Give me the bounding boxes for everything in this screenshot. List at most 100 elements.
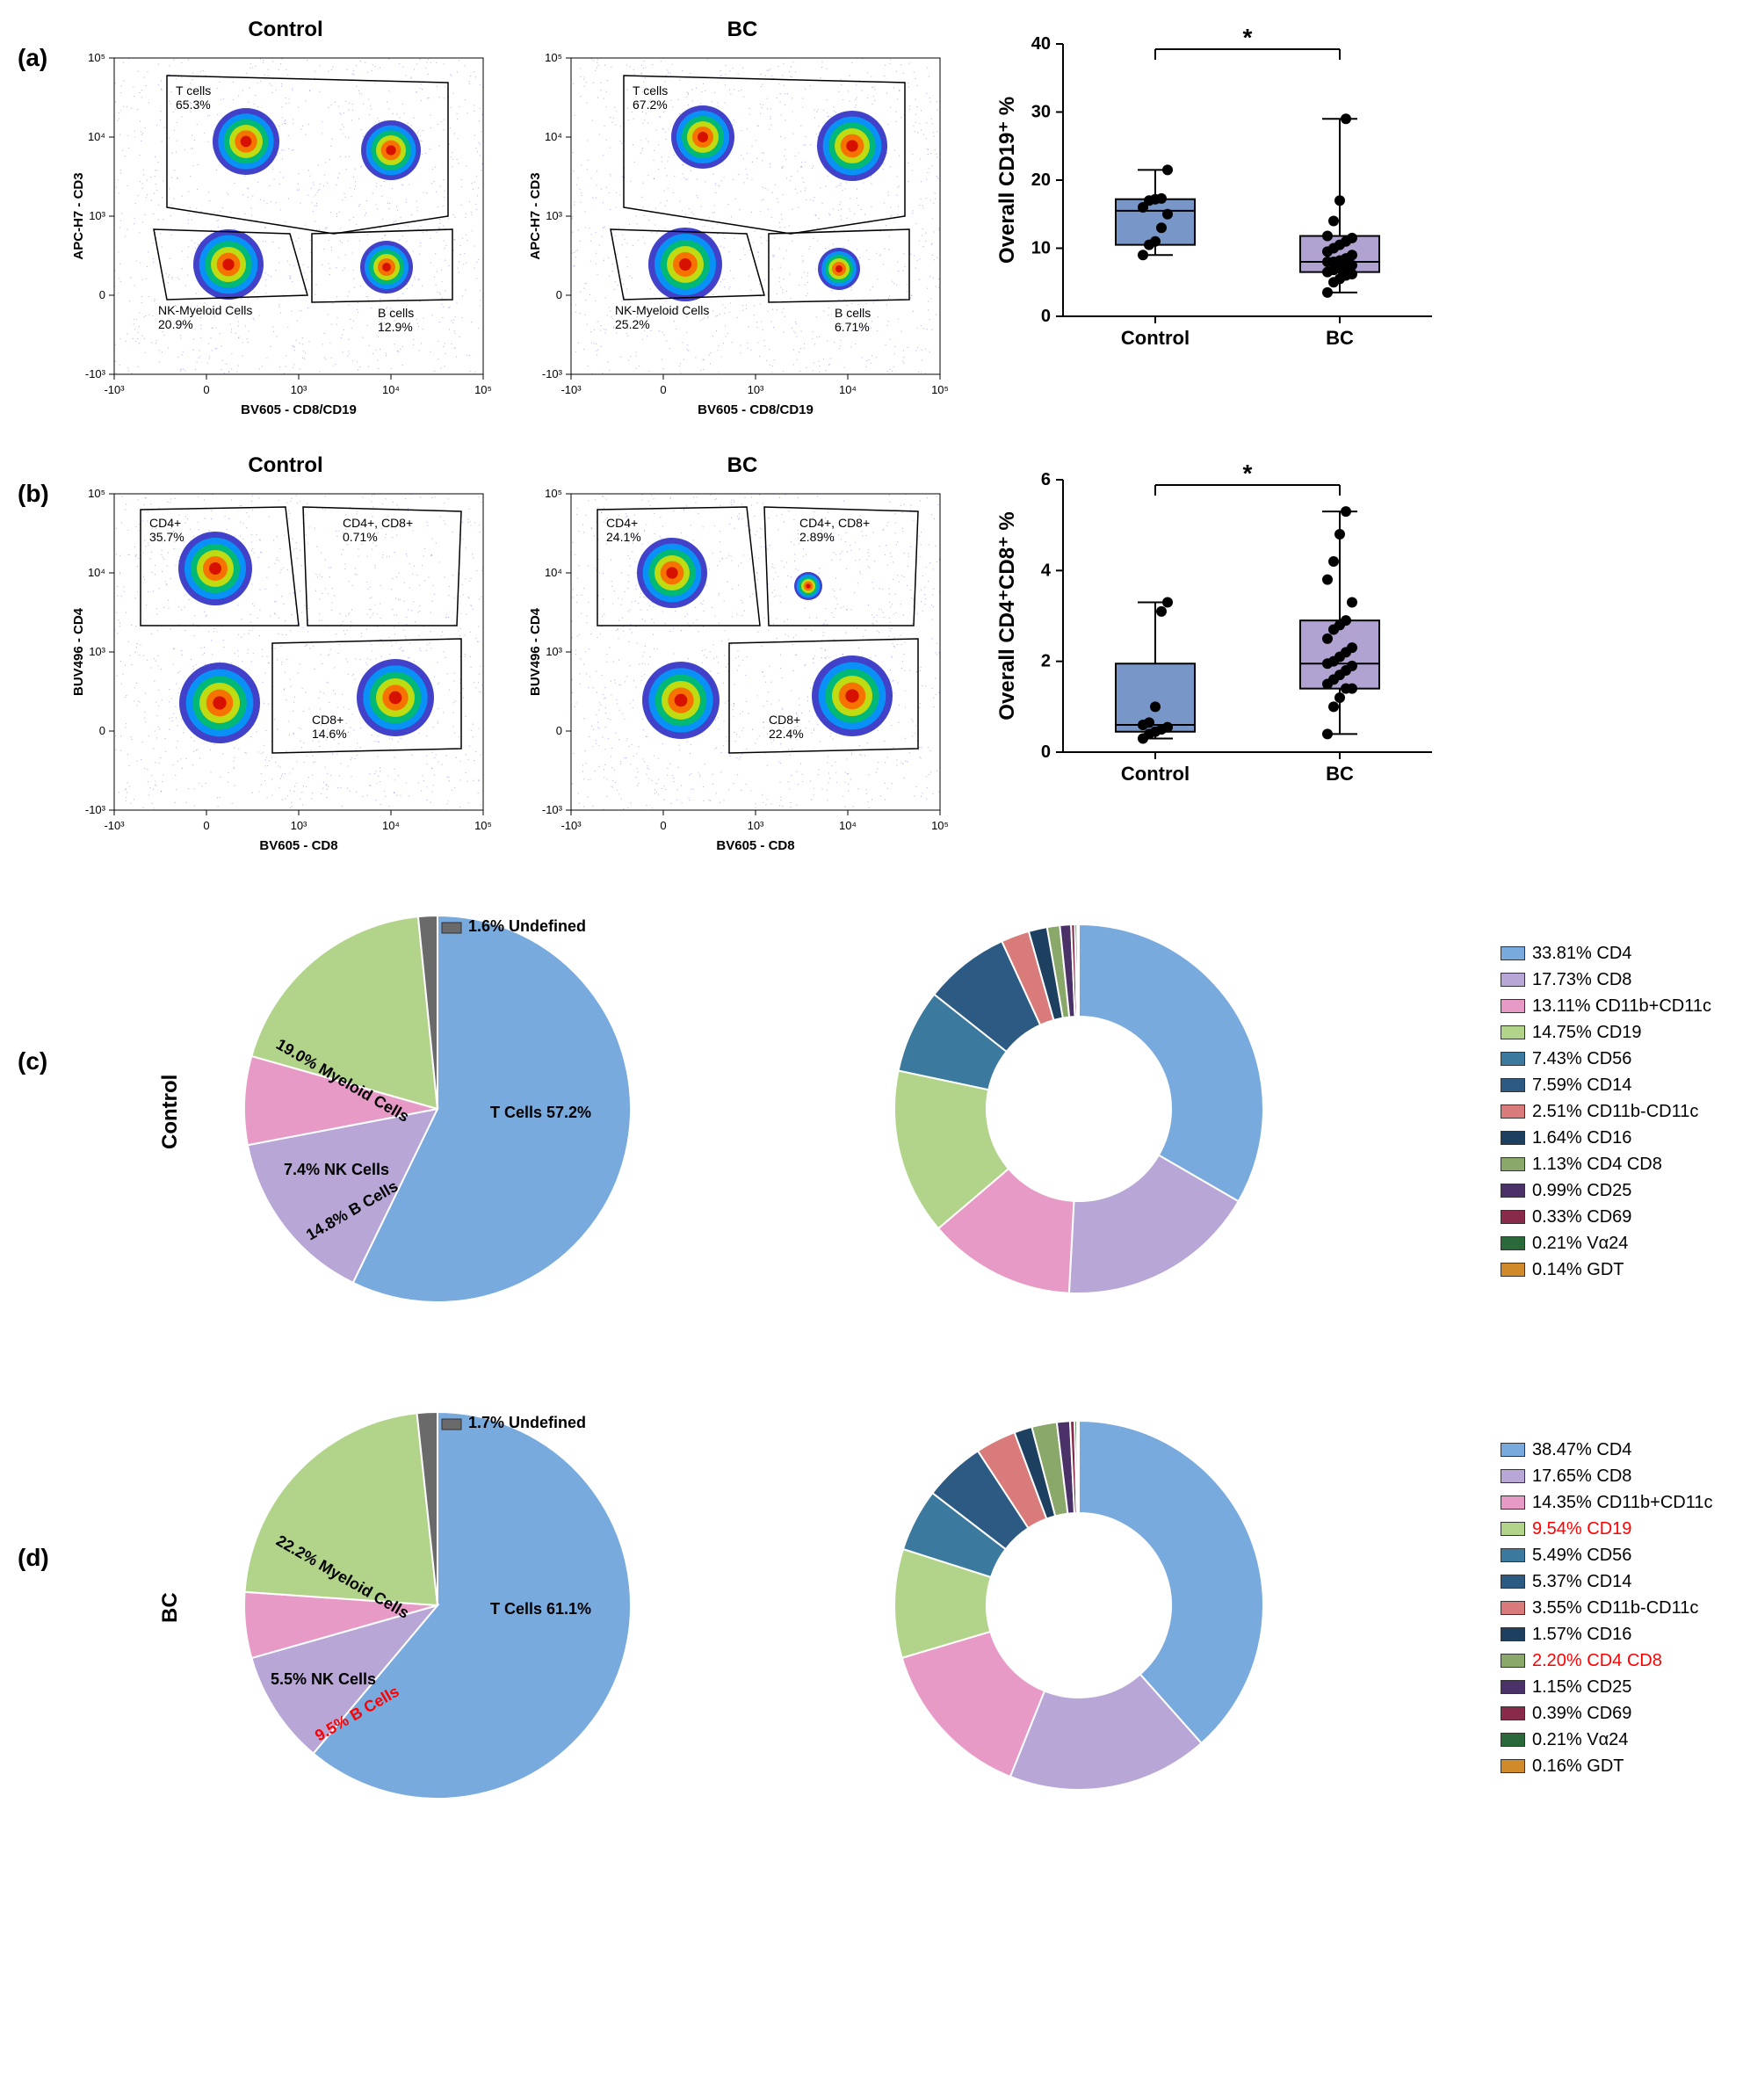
- legend-swatch: [1501, 1680, 1525, 1694]
- legend-item: 5.49% CD56: [1501, 1542, 1713, 1568]
- legend-swatch: [1501, 973, 1525, 987]
- legend-label: 2.51% CD11b-CD11c: [1532, 1098, 1698, 1125]
- panel-c-rowlabel: Control: [158, 1068, 183, 1155]
- legend-swatch: [1501, 1052, 1525, 1066]
- legend-label: 0.21% Vα24: [1532, 1727, 1628, 1753]
- svg-text:BV605 - CD8/CD19: BV605 - CD8/CD19: [698, 402, 814, 417]
- panel-d-label: (d): [18, 1386, 70, 1572]
- svg-text:10⁵: 10⁵: [474, 819, 492, 832]
- legend-swatch: [1501, 1759, 1525, 1773]
- svg-text:65.3%: 65.3%: [176, 98, 211, 112]
- svg-text:Overall CD19⁺ %: Overall CD19⁺ %: [995, 97, 1019, 264]
- svg-text:10⁴: 10⁴: [88, 566, 105, 579]
- panel-c-pie-row: Control T Cells 57.2%14.8% B Cells7.4% N…: [158, 889, 1711, 1333]
- svg-text:10⁵: 10⁵: [931, 383, 949, 396]
- legend-swatch: [1501, 1263, 1525, 1277]
- legend-item: 17.73% CD8: [1501, 967, 1711, 993]
- legend-item: 9.54% CD19: [1501, 1516, 1713, 1542]
- svg-text:-10³: -10³: [104, 819, 125, 832]
- svg-text:BC: BC: [1326, 327, 1354, 349]
- svg-text:-10³: -10³: [542, 367, 563, 380]
- legend-swatch: [1501, 1184, 1525, 1198]
- legend-item: 38.47% CD4: [1501, 1437, 1713, 1463]
- legend-label: 9.54% CD19: [1532, 1516, 1631, 1542]
- svg-text:20.9%: 20.9%: [158, 317, 193, 331]
- panel-a-row: (a) ControlT cells65.3%NK-Myeloid Cells2…: [18, 18, 1725, 427]
- legend-item: 0.16% GDT: [1501, 1753, 1713, 1779]
- legend-label: 0.99% CD25: [1532, 1177, 1631, 1204]
- legend-item: 0.33% CD69: [1501, 1204, 1711, 1230]
- svg-text:0: 0: [203, 383, 209, 396]
- panel-b-boxplot: 0246Overall CD4⁺CD8⁺ %ControlBC*: [993, 453, 1450, 809]
- svg-text:0: 0: [1041, 307, 1051, 326]
- svg-text:Control: Control: [1121, 327, 1190, 349]
- panel-a-scatter-group: ControlT cells65.3%NK-Myeloid Cells20.9%…: [70, 18, 958, 427]
- panel-b-row: (b) ControlCD4+35.7%CD4+, CD8+0.71%CD8+1…: [18, 453, 1725, 863]
- legend-item: 1.13% CD4 CD8: [1501, 1151, 1711, 1177]
- panel-c-row: (c) Control T Cells 57.2%14.8% B Cells7.…: [18, 889, 1725, 1359]
- panel-b-label: (b): [18, 453, 70, 508]
- legend-label: 13.11% CD11b+CD11c: [1532, 993, 1711, 1019]
- svg-text:20: 20: [1031, 170, 1051, 190]
- svg-text:10³: 10³: [291, 819, 307, 832]
- donut-chart: [868, 898, 1465, 1320]
- svg-text:10³: 10³: [89, 209, 105, 222]
- panel-d-pie-row: BC T Cells 61.1%9.5% B Cells5.5% NK Cell…: [158, 1386, 1713, 1829]
- scatter-title: Control: [248, 18, 322, 42]
- legend-label: 0.21% Vα24: [1532, 1230, 1628, 1256]
- panel-c-pie: T Cells 57.2%14.8% B Cells7.4% NK Cells1…: [218, 889, 833, 1333]
- svg-text:0.71%: 0.71%: [343, 530, 378, 544]
- legend-label: 2.20% CD4 CD8: [1532, 1647, 1662, 1674]
- legend-label: 0.33% CD69: [1532, 1204, 1631, 1230]
- legend-label: 17.65% CD8: [1532, 1463, 1631, 1489]
- svg-text:0: 0: [556, 288, 562, 301]
- legend-label: 3.55% CD11b-CD11c: [1532, 1595, 1698, 1621]
- legend-swatch: [1501, 1131, 1525, 1145]
- legend-label: 5.37% CD14: [1532, 1568, 1631, 1595]
- donut-chart: [868, 1394, 1465, 1816]
- panel-d-donut: [868, 1394, 1465, 1821]
- svg-text:-10³: -10³: [104, 383, 125, 396]
- legend-swatch: [1501, 1025, 1525, 1039]
- svg-text:-10³: -10³: [561, 383, 582, 396]
- pie-chart: T Cells 57.2%14.8% B Cells7.4% NK Cells1…: [218, 889, 833, 1329]
- panel-d-row: (d) BC T Cells 61.1%9.5% B Cells5.5% NK …: [18, 1386, 1725, 1856]
- scatter-title: BC: [727, 18, 758, 42]
- legend-swatch: [1501, 1627, 1525, 1641]
- svg-text:6.71%: 6.71%: [835, 320, 870, 334]
- legend-label: 5.49% CD56: [1532, 1542, 1631, 1568]
- legend-swatch: [1501, 1548, 1525, 1562]
- svg-text:35.7%: 35.7%: [149, 530, 184, 544]
- svg-text:30: 30: [1031, 103, 1051, 122]
- svg-text:-10³: -10³: [85, 803, 106, 816]
- legend-swatch: [1501, 946, 1525, 960]
- legend-item: 14.75% CD19: [1501, 1019, 1711, 1046]
- flow-scatter-plot: T cells67.2%NK-Myeloid Cells25.2%B cells…: [527, 49, 958, 427]
- svg-text:10³: 10³: [89, 645, 105, 658]
- svg-text:B cells: B cells: [835, 306, 871, 320]
- legend-label: 38.47% CD4: [1532, 1437, 1631, 1463]
- legend-item: 1.64% CD16: [1501, 1125, 1711, 1151]
- legend-item: 0.21% Vα24: [1501, 1727, 1713, 1753]
- legend-label: 33.81% CD4: [1532, 940, 1631, 967]
- svg-text:NK-Myeloid Cells: NK-Myeloid Cells: [158, 303, 252, 317]
- scatter-title: Control: [248, 453, 322, 478]
- svg-text:B cells: B cells: [378, 306, 414, 320]
- legend-swatch: [1501, 1210, 1525, 1224]
- svg-text:*: *: [1243, 24, 1253, 51]
- legend-label: 0.14% GDT: [1532, 1256, 1624, 1283]
- flow-scatter-plot: CD4+35.7%CD4+, CD8+0.71%CD8+14.6%-10³010…: [70, 485, 501, 863]
- legend-swatch: [1501, 1157, 1525, 1171]
- svg-text:10⁴: 10⁴: [88, 130, 105, 143]
- legend-label: 1.57% CD16: [1532, 1621, 1631, 1647]
- svg-text:CD4+: CD4+: [149, 516, 181, 530]
- legend-swatch: [1501, 999, 1525, 1013]
- panel-c-donut: [868, 898, 1465, 1324]
- panel-d-legend: 38.47% CD417.65% CD814.35% CD11b+CD11c9.…: [1501, 1437, 1713, 1779]
- svg-text:CD8+: CD8+: [312, 713, 344, 727]
- legend-label: 17.73% CD8: [1532, 967, 1631, 993]
- svg-text:0: 0: [99, 288, 105, 301]
- legend-swatch: [1501, 1469, 1525, 1483]
- pie-chart: T Cells 61.1%9.5% B Cells5.5% NK Cells22…: [218, 1386, 833, 1825]
- legend-item: 0.39% CD69: [1501, 1700, 1713, 1727]
